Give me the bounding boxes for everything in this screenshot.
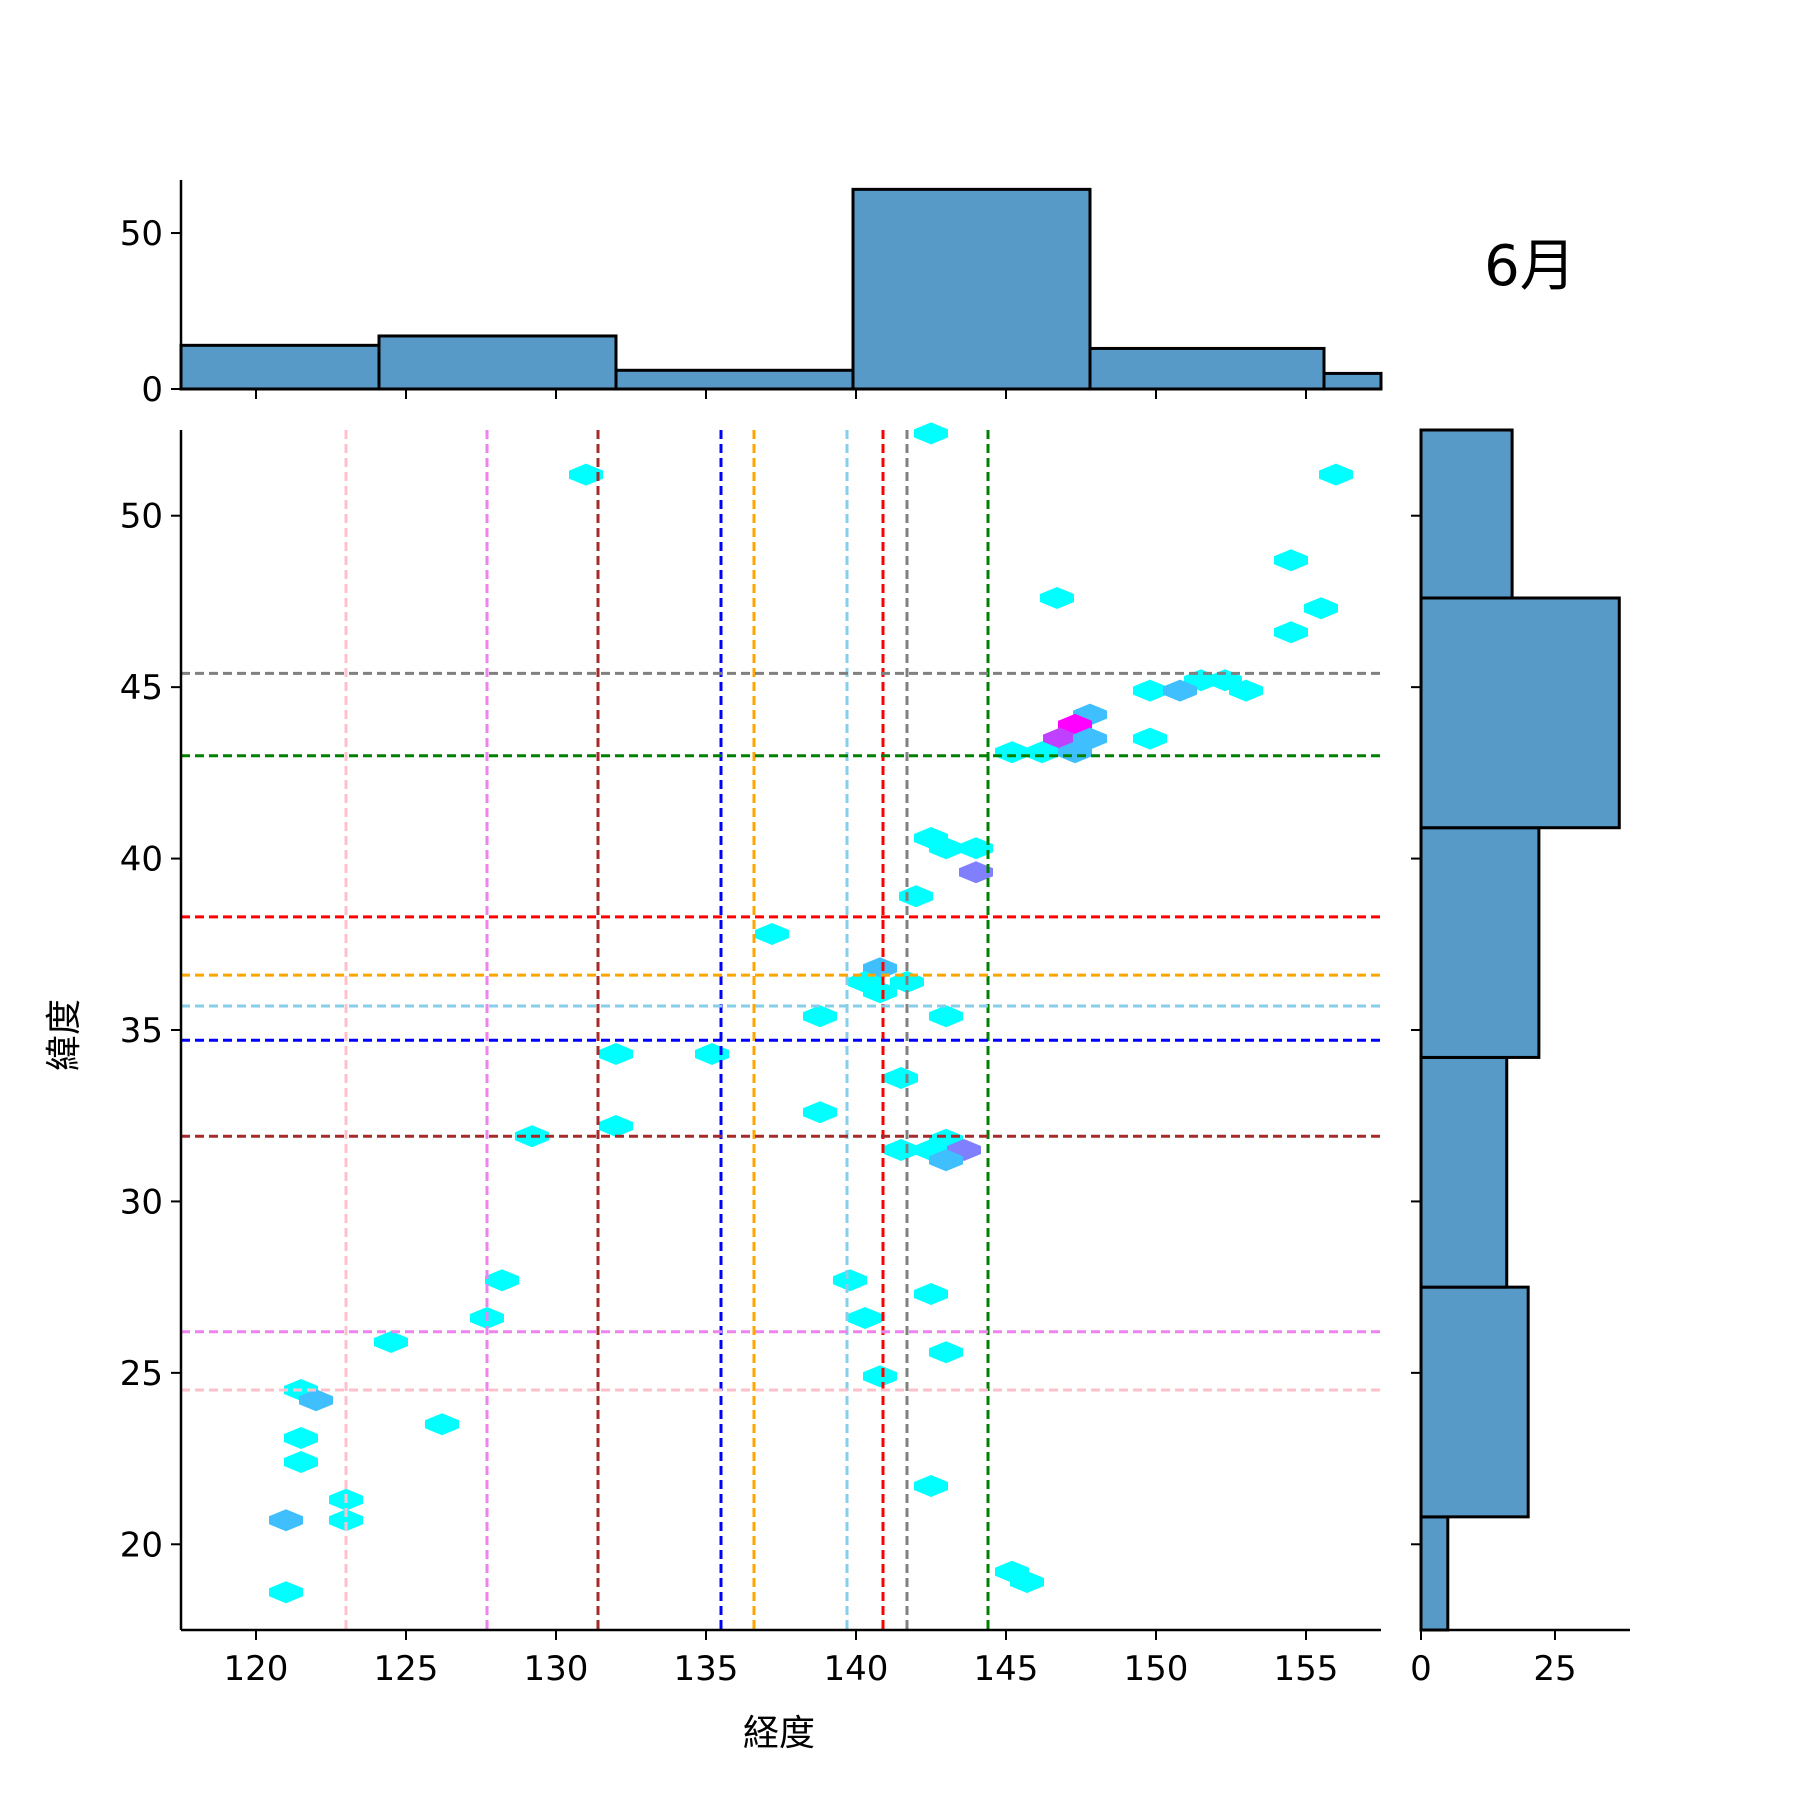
hexbin-cell <box>284 1427 318 1449</box>
hexbin-cell <box>833 1269 867 1292</box>
hexbin-cell <box>599 1043 633 1065</box>
y-axis-label: 緯度 <box>44 999 85 1071</box>
x-tick-label: 140 <box>824 1649 889 1689</box>
hexbin-cell <box>803 1005 837 1028</box>
right-x-tick-label: 25 <box>1533 1649 1576 1689</box>
histogram-bar <box>1322 371 1383 391</box>
hexbin-cell <box>1229 679 1263 702</box>
hexbin-cell <box>1319 463 1353 486</box>
y-tick-label: 35 <box>120 1011 163 1051</box>
hexbin-cell <box>899 885 933 908</box>
hexbin-cell <box>884 1139 918 1161</box>
hexbin-cell <box>929 1341 963 1364</box>
axes: 120 125 130 135 140 145 150 155 20 25 30 35 40 45 50 0 5… <box>120 180 1630 1689</box>
histogram-bar <box>1419 1285 1530 1519</box>
top-y-tick-label: 0 <box>141 370 163 410</box>
y-tick-label: 50 <box>120 497 163 537</box>
histogram-bar <box>1419 428 1514 600</box>
hexbin-cell <box>695 1043 729 1065</box>
x-tick-label: 120 <box>224 1649 289 1689</box>
hexbin-cell <box>299 1389 333 1412</box>
hexbin-cell <box>914 422 948 445</box>
histogram-bar <box>1419 1055 1509 1289</box>
y-tick-label: 20 <box>120 1525 163 1565</box>
hexbin-cell <box>1010 1571 1044 1593</box>
hexbin-cell <box>959 837 993 860</box>
y-tick-label: 40 <box>120 840 163 880</box>
histogram-bar <box>1419 1515 1450 1632</box>
hexbin-cell <box>755 923 789 945</box>
x-tick-label: 130 <box>524 1649 589 1689</box>
x-tick-label: 155 <box>1274 1649 1339 1689</box>
hexbin-cell <box>929 1149 963 1172</box>
hexbin-cell <box>995 741 1029 764</box>
histogram-bar <box>614 368 855 391</box>
hexbin-cell <box>884 1067 918 1089</box>
hexbin-cell <box>1058 741 1092 764</box>
hexbin-cell <box>959 861 993 884</box>
x-tick-label: 125 <box>374 1649 439 1689</box>
reference-lines <box>181 430 1381 1630</box>
hexbin-cell <box>1163 679 1197 702</box>
x-tick-label: 150 <box>1124 1649 1189 1689</box>
y-tick-label: 25 <box>120 1354 163 1394</box>
hexbin-cell <box>848 1307 882 1329</box>
hexbin-cell <box>599 1115 633 1137</box>
hexbin-plot-area <box>181 422 1381 1630</box>
marginal-y-histogram <box>1419 428 1621 1632</box>
hexbin-cell <box>914 1283 948 1305</box>
histogram-bar <box>851 187 1092 391</box>
hexbin-cell <box>1133 679 1167 702</box>
hexbin-cell <box>1274 621 1308 644</box>
hexbin-cell <box>803 1101 837 1124</box>
hexbin-cell <box>1274 549 1308 572</box>
hexbin-cell <box>863 1365 897 1388</box>
hexbin-cell <box>914 1475 948 1497</box>
hexbin-cell <box>485 1269 519 1292</box>
histogram-bar <box>179 343 381 391</box>
hexbin-cell <box>374 1331 408 1353</box>
histogram-bar <box>1419 826 1541 1059</box>
y-tick-label: 45 <box>120 668 163 708</box>
hexbin-cell <box>425 1413 459 1436</box>
x-tick-label: 145 <box>974 1649 1039 1689</box>
hexbin-cell <box>269 1509 303 1532</box>
hexbin-layer <box>269 422 1353 1604</box>
histogram-bar <box>1088 346 1326 391</box>
hexbin-cell <box>863 981 897 1004</box>
hexbin-cell <box>1040 587 1074 609</box>
x-tick-label: 135 <box>674 1649 739 1689</box>
hexbin-cell <box>929 1005 963 1028</box>
histogram-bar <box>1419 596 1621 830</box>
marginal-x-histogram <box>179 187 1383 391</box>
top-y-tick-label: 50 <box>120 214 163 254</box>
right-x-tick-label: 0 <box>1410 1649 1432 1689</box>
hexbin-cell <box>284 1451 318 1473</box>
y-tick-label: 30 <box>120 1182 163 1222</box>
hexbin-cell <box>569 463 603 486</box>
hexbin-cell <box>1133 727 1167 750</box>
hexbin-cell <box>929 837 963 860</box>
hexbin-cell <box>329 1509 363 1532</box>
hexbin-cell <box>1025 741 1059 764</box>
hexbin-cell <box>269 1581 303 1604</box>
histogram-bar <box>377 334 618 391</box>
x-axis-label: 経度 <box>743 1713 815 1754</box>
chart-title: 6月 <box>1484 234 1576 299</box>
hexbin-cell <box>1304 597 1338 620</box>
